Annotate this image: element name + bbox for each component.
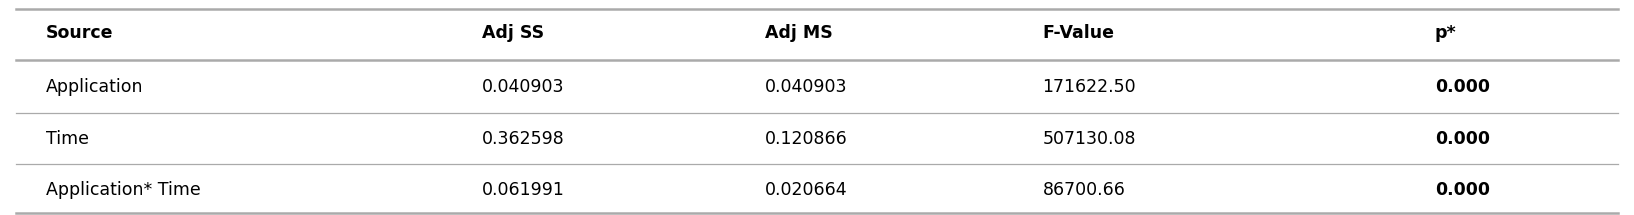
Text: Source: Source xyxy=(46,24,113,42)
Text: 86700.66: 86700.66 xyxy=(1042,181,1126,199)
Text: p*: p* xyxy=(1435,24,1456,42)
Text: 0.040903: 0.040903 xyxy=(482,78,564,96)
Text: 0.120866: 0.120866 xyxy=(765,130,848,148)
Text: Application: Application xyxy=(46,78,144,96)
Text: 0.000: 0.000 xyxy=(1435,130,1490,148)
Text: Application* Time: Application* Time xyxy=(46,181,201,199)
Text: 507130.08: 507130.08 xyxy=(1042,130,1136,148)
Text: 0.362598: 0.362598 xyxy=(482,130,565,148)
Text: 0.061991: 0.061991 xyxy=(482,181,565,199)
Text: F-Value: F-Value xyxy=(1042,24,1114,42)
Text: Adj SS: Adj SS xyxy=(482,24,544,42)
Text: Time: Time xyxy=(46,130,88,148)
Text: 0.000: 0.000 xyxy=(1435,78,1490,96)
Text: 0.020664: 0.020664 xyxy=(765,181,848,199)
Text: 171622.50: 171622.50 xyxy=(1042,78,1136,96)
Text: 0.040903: 0.040903 xyxy=(765,78,846,96)
Text: Adj MS: Adj MS xyxy=(765,24,832,42)
Text: 0.000: 0.000 xyxy=(1435,181,1490,199)
